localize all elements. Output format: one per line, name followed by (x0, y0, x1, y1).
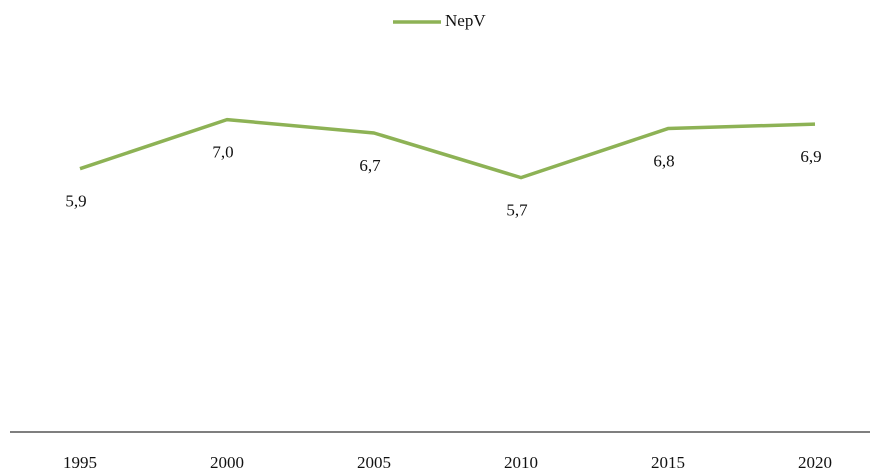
x-tick-label: 2005 (357, 453, 391, 472)
x-tick-label: 2000 (210, 453, 244, 472)
x-tick-label: 1995 (63, 453, 97, 472)
data-label: 6,7 (359, 156, 381, 175)
data-label: 6,8 (653, 151, 674, 170)
series-line (79, 117, 816, 180)
x-tick-label: 2010 (504, 453, 538, 472)
x-tick-label: 2015 (651, 453, 685, 472)
data-label: 5,9 (65, 192, 86, 211)
legend-label: NepV (445, 11, 486, 30)
x-tick-label: 2020 (798, 453, 832, 472)
data-label: 6,9 (800, 147, 821, 166)
data-label: 5,7 (506, 201, 528, 220)
data-label: 7,0 (212, 143, 233, 162)
